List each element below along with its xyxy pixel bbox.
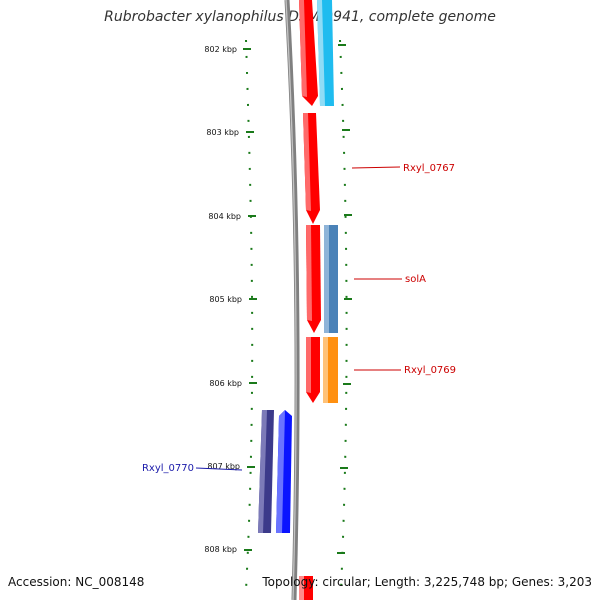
- tick-label-807: 807 kbp: [207, 462, 240, 471]
- gene-cyan[interactable]: [317, 0, 334, 106]
- genome-stats-text: Topology: circular; Length: 3,225,748 bp…: [262, 575, 592, 589]
- genome-backbone: [284, 0, 300, 600]
- tick-label-804: 804 kbp: [208, 212, 241, 221]
- accession-text: Accession: NC_008148: [8, 575, 145, 589]
- leader-rxyl-0770: [195, 467, 243, 471]
- tick-label-803: 803 kbp: [206, 128, 239, 137]
- tick-label-806: 806 kbp: [209, 379, 242, 388]
- gene-red-5[interactable]: [299, 576, 313, 600]
- gene-label-rxyl-0767[interactable]: Rxyl_0767: [403, 163, 455, 174]
- gene-label-rxyl-0770[interactable]: Rxyl_0770: [142, 463, 194, 474]
- gene-label-rxyl-0769[interactable]: Rxyl_0769: [404, 365, 456, 376]
- dotted-track-right: [339, 39, 348, 591]
- tick-marks: [243, 44, 352, 554]
- gene-red-4[interactable]: [306, 337, 320, 403]
- gene-red-2[interactable]: [303, 113, 320, 224]
- tick-label-805: 805 kbp: [209, 295, 242, 304]
- gene-navy-rxyl-0770[interactable]: [258, 410, 274, 533]
- tick-labels: 802 kbp 803 kbp 804 kbp 805 kbp 806 kbp …: [204, 45, 242, 554]
- tick-label-802: 802 kbp: [204, 45, 237, 54]
- tick-label-808: 808 kbp: [204, 545, 237, 554]
- gene-orange[interactable]: [323, 337, 338, 403]
- gene-red-1[interactable]: [299, 0, 318, 106]
- dotted-track-left: [245, 39, 254, 591]
- gene-red-3[interactable]: [306, 225, 321, 333]
- genome-backbone-highlight: [285, 0, 297, 600]
- gene-blue[interactable]: [276, 410, 292, 533]
- gene-label-sola[interactable]: solA: [405, 274, 426, 285]
- gene-steel-blue-solA[interactable]: [324, 225, 338, 333]
- leader-rxyl-0767: [351, 166, 401, 169]
